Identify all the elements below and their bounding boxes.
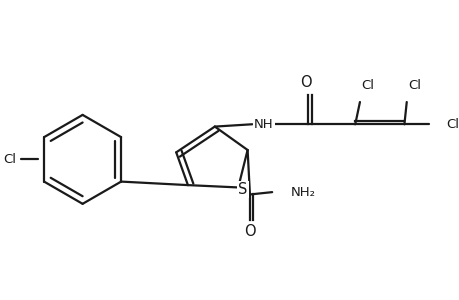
Text: S: S [238,182,247,197]
Text: Cl: Cl [4,153,17,166]
Text: NH₂: NH₂ [290,186,315,199]
Text: O: O [244,224,255,239]
Text: Cl: Cl [446,118,459,131]
Text: NH: NH [254,118,273,131]
Text: Cl: Cl [408,79,420,92]
Text: O: O [300,75,311,90]
Text: Cl: Cl [361,79,374,92]
